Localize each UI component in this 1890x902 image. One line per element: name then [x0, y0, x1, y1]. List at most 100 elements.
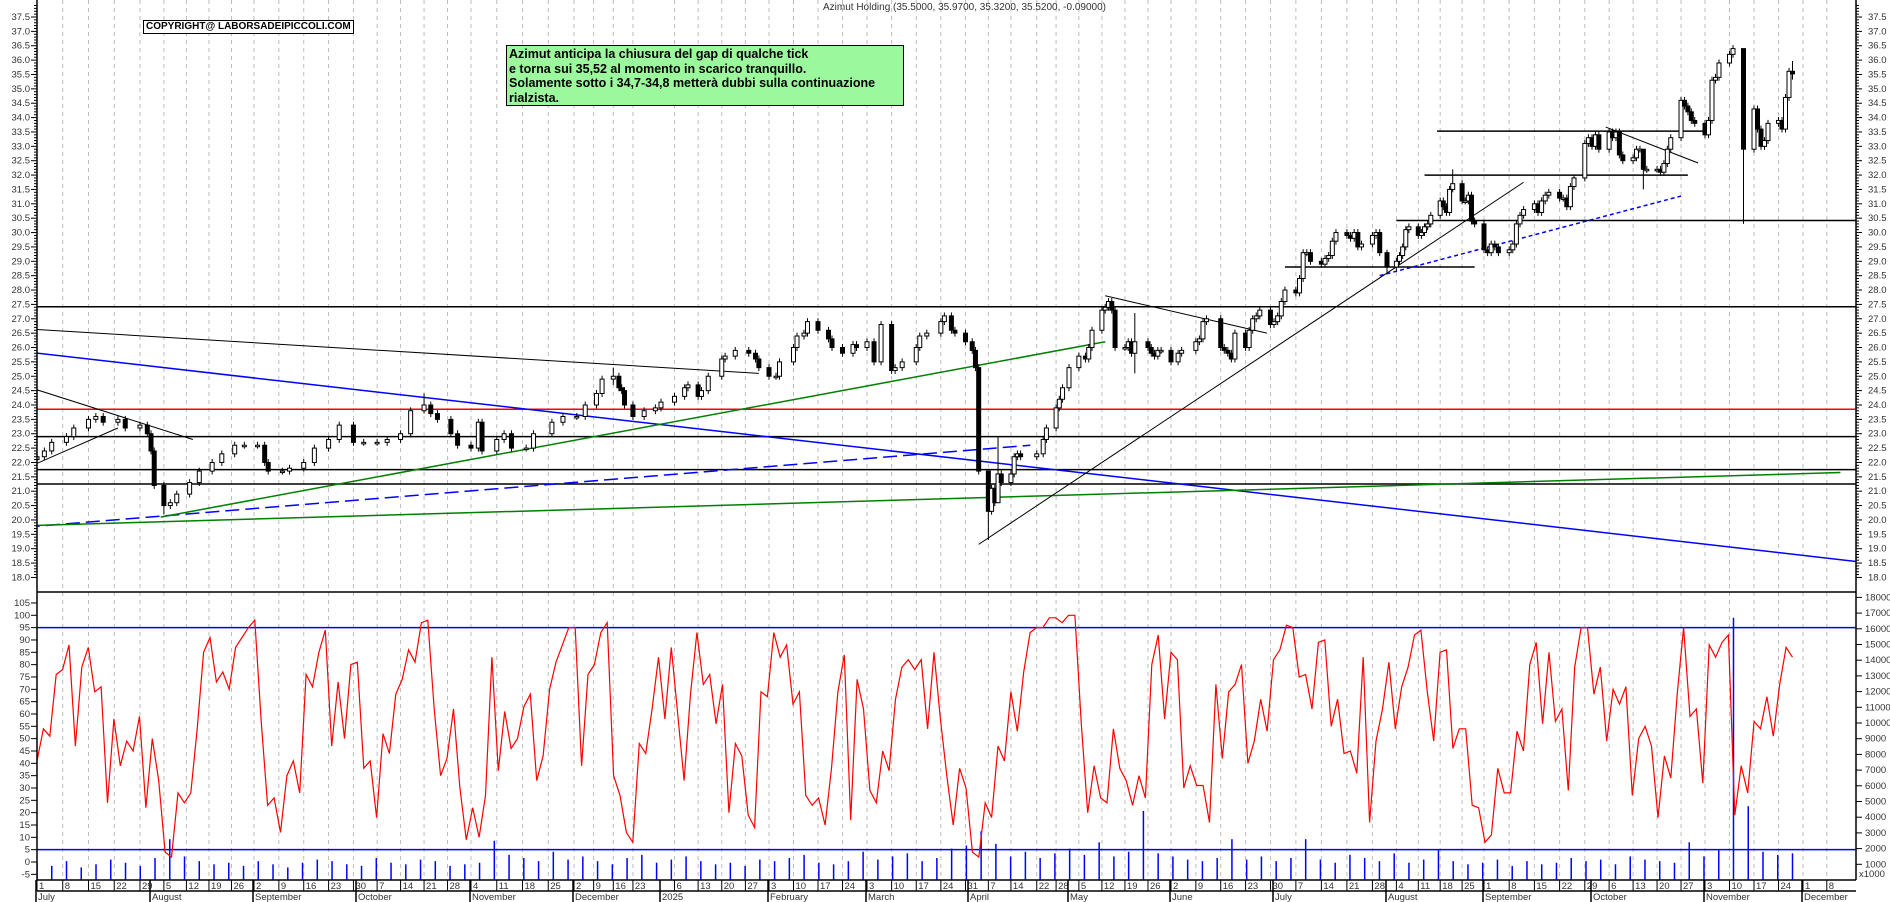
x-tick-label: 20 [1659, 881, 1670, 892]
candle-up [1060, 387, 1066, 400]
price-axis-label-right: 32.0 [1868, 170, 1887, 181]
candle-up [1668, 137, 1674, 150]
candle-up [864, 341, 870, 349]
candle-down [969, 341, 975, 351]
candle-down [265, 461, 271, 472]
volume-axis-label: 6000 [1865, 781, 1886, 792]
oscillator-axis-label: 10 [19, 832, 30, 843]
candle-up [37, 456, 40, 461]
candle-down [1495, 246, 1501, 254]
candle-up [732, 349, 738, 357]
x-tick-label: 27 [1683, 881, 1694, 892]
x-tick-label: 27 [747, 881, 758, 892]
candle-up [174, 493, 180, 504]
horizontal-levels [37, 130, 1856, 485]
price-axis-label-left: 34.0 [12, 113, 31, 124]
x-tick-label: 23 [331, 881, 342, 892]
candle-up [1428, 214, 1434, 225]
candle-down [1148, 347, 1154, 354]
candle-down [479, 421, 485, 452]
candle-up [1582, 142, 1588, 179]
price-axis-label-right: 33.5 [1868, 127, 1887, 138]
candle-down [948, 315, 954, 331]
candle-up [1282, 289, 1288, 303]
x-tick-label: 4 [1398, 881, 1403, 892]
candle-down [1440, 200, 1446, 208]
candle-down [1741, 48, 1746, 150]
candle-down [1415, 226, 1421, 236]
candle-up [1122, 347, 1128, 350]
month-label: April [970, 892, 989, 902]
copyright-label: COPYRIGHT@ LABORSADEIPICCOLI.COM [143, 20, 354, 34]
candle-up [494, 438, 500, 452]
candle-up [1517, 214, 1523, 225]
candle-up [1542, 194, 1548, 202]
candle-down [829, 338, 835, 349]
oscillator-panel [37, 614, 1856, 859]
candle-up [1462, 200, 1468, 203]
candle-up [913, 347, 919, 363]
candle-down [1692, 119, 1698, 124]
oscillator-axis-label: 100 [14, 610, 30, 621]
price-axis-label-left: 18.5 [12, 558, 31, 569]
candle-down [428, 404, 434, 415]
trendline [978, 181, 1524, 545]
candle-up [1196, 338, 1202, 343]
price-axis-label-right: 35.5 [1868, 69, 1887, 80]
candle-up [219, 453, 225, 463]
volume-bars [37, 617, 1794, 880]
candle-up [1400, 246, 1406, 257]
x-tick-label: 16 [615, 881, 626, 892]
x-tick-label: 24 [845, 881, 856, 892]
candle-up [1011, 456, 1017, 475]
candle-up [279, 470, 285, 474]
candle-down [622, 390, 628, 406]
oscillator-axis-label: 30 [19, 783, 30, 794]
x-tick-label: 10 [796, 881, 807, 892]
price-axis-label-right: 18.0 [1868, 572, 1887, 583]
price-axis-label-right: 36.0 [1868, 55, 1887, 66]
x-tick-label: 8 [65, 881, 70, 892]
x-tick-label: 29 [142, 881, 153, 892]
x-tick-label: 12 [188, 881, 199, 892]
price-axis-label-right: 23.0 [1868, 429, 1887, 440]
candle-down [952, 329, 958, 334]
candle-up [1567, 186, 1573, 208]
month-label: September [1485, 892, 1531, 902]
candle-up [1706, 119, 1711, 136]
candle-down [151, 450, 157, 486]
candle-down [262, 444, 268, 463]
candle-up [1132, 341, 1138, 354]
price-axis-label-right: 22.0 [1868, 457, 1887, 468]
price-axis-label-right: 18.5 [1868, 558, 1887, 569]
price-axis-label-right: 21.5 [1868, 472, 1887, 483]
candle-up [1488, 243, 1494, 254]
month-label: October [1593, 892, 1627, 902]
price-axis-label-left: 33.0 [12, 141, 31, 152]
price-axis-label-left: 28.0 [12, 285, 31, 296]
volume-axis-label: 3000 [1865, 828, 1886, 839]
x-tick-label: 25 [550, 881, 561, 892]
candle-up [1043, 427, 1049, 440]
candle-up [1422, 226, 1428, 234]
price-axis-label-right: 37.5 [1868, 12, 1887, 23]
candle-up [1329, 240, 1335, 257]
candle-down [976, 367, 982, 472]
candle-up [1506, 249, 1512, 254]
price-axis-label-left: 29.5 [12, 242, 31, 253]
candle-up [93, 415, 99, 420]
x-tick-label: 13 [700, 881, 711, 892]
x-tick-label: 1 [1805, 881, 1810, 892]
x-tick-label: 2 [1173, 881, 1178, 892]
month-label: November [1706, 892, 1750, 902]
oscillator-axis-label: 60 [19, 709, 30, 720]
candle-up [1200, 321, 1206, 340]
candle-up [1539, 200, 1545, 213]
price-axis-label-left: 23.0 [12, 429, 31, 440]
x-tick-label: 17 [820, 881, 831, 892]
candle-up [1034, 453, 1040, 458]
candle-up [1664, 148, 1670, 165]
candle-down [1492, 243, 1498, 248]
x-tick-label: 28 [1058, 881, 1069, 892]
